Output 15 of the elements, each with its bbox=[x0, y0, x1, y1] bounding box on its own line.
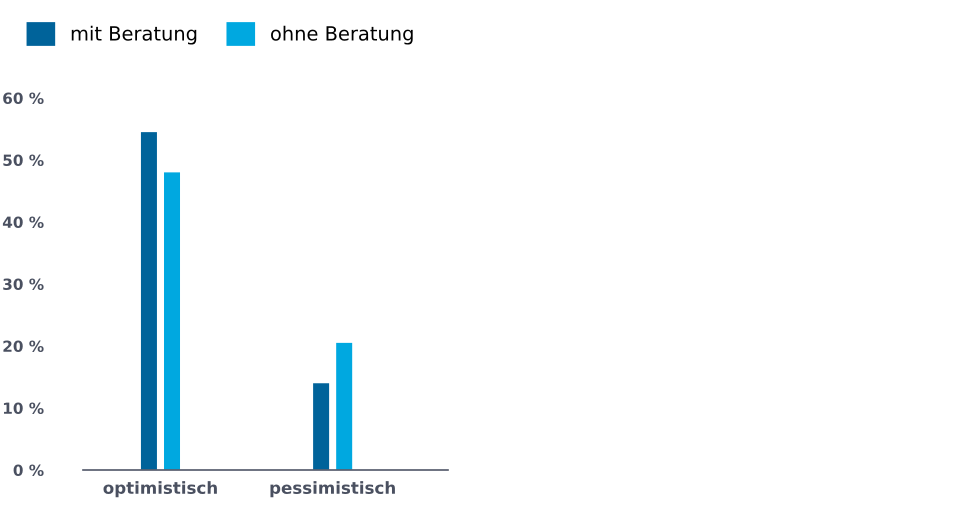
legend-label: mit Beratung bbox=[72, 26, 196, 45]
y-tick-label: 0 % bbox=[14, 464, 44, 476]
y-tick-label: 20 % bbox=[3, 340, 44, 352]
bar bbox=[164, 172, 180, 470]
y-tick-label: 10 % bbox=[4, 402, 44, 414]
bar bbox=[313, 383, 330, 470]
bar bbox=[140, 132, 157, 470]
y-tick-label: 40 % bbox=[2, 216, 44, 228]
x-tick-label: pessimistisch bbox=[270, 481, 395, 498]
y-tick-label: 30 % bbox=[3, 278, 44, 290]
legend-label: ohne Beratung bbox=[271, 26, 413, 45]
x-tick-label: optimistisch bbox=[103, 481, 217, 498]
y-tick-label: 50 % bbox=[3, 154, 44, 166]
y-tick-label: 60 % bbox=[3, 92, 44, 104]
bar bbox=[336, 342, 352, 470]
